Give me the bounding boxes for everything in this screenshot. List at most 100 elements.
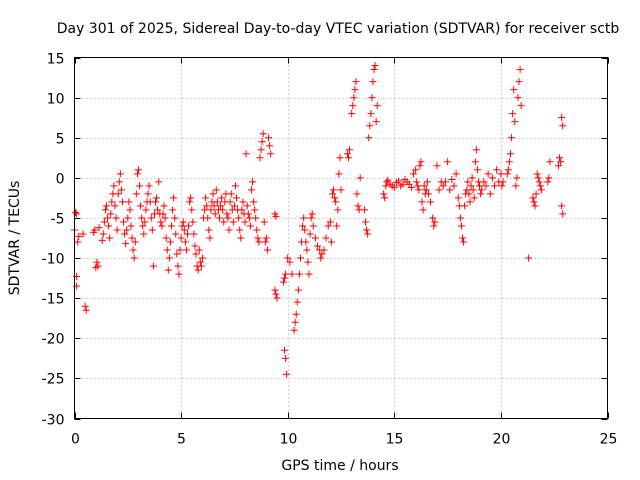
data-point	[299, 222, 307, 230]
data-point	[177, 234, 185, 242]
data-point	[292, 310, 300, 318]
data-point	[493, 166, 501, 174]
data-point	[286, 258, 294, 266]
data-point	[95, 224, 103, 232]
data-point	[509, 110, 517, 118]
data-point	[226, 198, 234, 206]
data-point	[185, 222, 193, 230]
data-point	[112, 214, 120, 222]
data-point	[336, 154, 344, 162]
data-point	[257, 146, 265, 154]
data-point	[470, 194, 478, 202]
data-point	[131, 238, 139, 246]
data-point	[413, 178, 421, 186]
data-point	[225, 226, 233, 234]
data-point	[113, 226, 121, 234]
data-point	[239, 198, 247, 206]
data-point	[337, 186, 345, 194]
data-point	[265, 134, 273, 142]
data-point	[557, 158, 565, 166]
data-point	[158, 222, 166, 230]
data-point	[431, 218, 439, 226]
data-point	[290, 326, 298, 334]
data-point	[430, 222, 438, 230]
data-point	[202, 194, 210, 202]
data-point	[132, 190, 140, 198]
data-point	[122, 240, 130, 248]
data-point	[281, 274, 289, 282]
data-point	[465, 190, 473, 198]
data-point	[382, 182, 390, 190]
data-point	[505, 158, 513, 166]
data-point	[514, 94, 522, 102]
data-point	[186, 198, 194, 206]
data-point	[91, 226, 99, 234]
data-point	[415, 186, 423, 194]
data-point	[213, 198, 221, 206]
data-point	[106, 234, 114, 242]
data-point	[546, 158, 554, 166]
data-point	[236, 226, 244, 234]
data-point	[82, 306, 90, 314]
data-point	[317, 254, 325, 262]
data-point	[525, 254, 533, 262]
data-point	[94, 262, 102, 270]
y-tick-label: 5	[56, 132, 65, 148]
data-point	[108, 198, 116, 206]
data-point	[166, 238, 174, 246]
data-point	[279, 278, 287, 286]
data-point	[116, 170, 124, 178]
data-point	[218, 194, 226, 202]
data-point	[350, 94, 358, 102]
data-point	[381, 194, 389, 202]
data-point	[272, 290, 280, 298]
data-point	[318, 250, 326, 258]
data-point	[464, 178, 472, 186]
data-point	[93, 258, 101, 266]
data-point	[530, 198, 538, 206]
data-point	[466, 198, 474, 206]
data-point	[81, 302, 89, 310]
data-point	[334, 206, 342, 214]
data-point	[155, 178, 163, 186]
data-point	[326, 218, 334, 226]
data-series	[71, 62, 567, 378]
data-point	[429, 214, 437, 222]
data-point	[441, 178, 449, 186]
data-point	[205, 226, 213, 234]
data-point	[261, 238, 269, 246]
data-point	[309, 222, 317, 230]
data-point	[558, 114, 566, 122]
data-point	[115, 178, 123, 186]
y-tick-label: -10	[42, 252, 65, 268]
data-point	[288, 270, 296, 278]
data-point	[537, 186, 545, 194]
data-point	[129, 246, 137, 254]
data-point	[302, 238, 310, 246]
x-axis-label: GPS time / hours	[281, 458, 398, 474]
data-point	[211, 210, 219, 218]
data-point	[188, 206, 196, 214]
data-point	[460, 238, 468, 246]
data-point	[224, 214, 232, 222]
data-point	[343, 150, 351, 158]
data-point	[456, 214, 464, 222]
x-tick-label: 10	[280, 432, 298, 448]
data-point	[245, 214, 253, 222]
data-point	[333, 222, 341, 230]
data-point	[452, 170, 460, 178]
data-point	[344, 154, 352, 162]
data-point	[291, 318, 299, 326]
chart-title: Day 301 of 2025, Sidereal Day-to-day VTE…	[57, 21, 620, 37]
data-point	[477, 190, 485, 198]
data-point	[273, 294, 281, 302]
data-point	[223, 210, 231, 218]
data-point	[427, 198, 435, 206]
data-point	[412, 166, 420, 174]
data-point	[293, 298, 301, 306]
data-point	[508, 134, 516, 142]
data-point	[246, 222, 254, 230]
data-point	[491, 182, 499, 190]
data-point	[242, 150, 250, 158]
data-point	[469, 186, 477, 194]
